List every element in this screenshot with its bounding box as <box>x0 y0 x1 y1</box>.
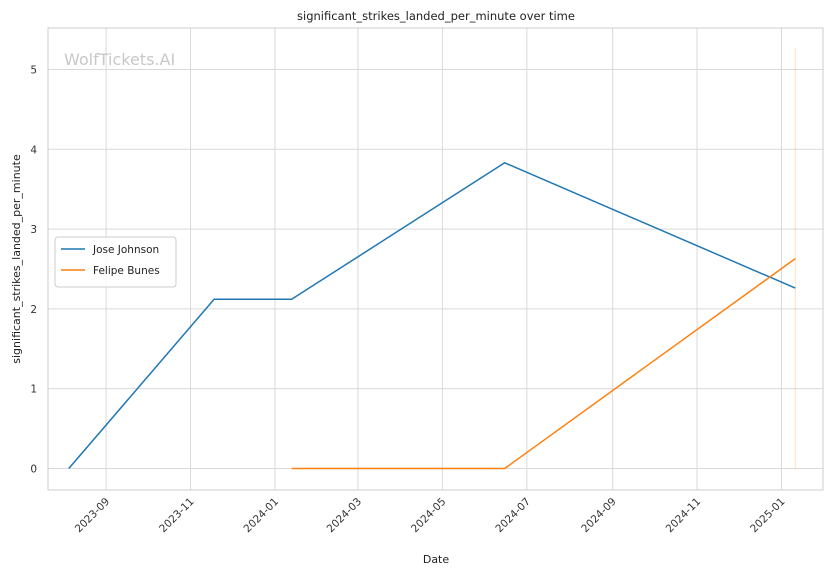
series-lines <box>68 162 796 470</box>
legend-label: Jose Johnson <box>92 244 159 256</box>
y-tick-label: 1 <box>30 384 37 396</box>
y-tick-label: 3 <box>30 224 37 236</box>
legend-label: Felipe Bunes <box>93 265 160 277</box>
plot-frame <box>47 27 824 491</box>
y-tick-label: 5 <box>30 64 37 76</box>
x-tick-label: 2024-11 <box>664 496 704 536</box>
plot-background <box>48 28 823 490</box>
y-tick-label: 0 <box>30 463 37 475</box>
y-tick-label: 2 <box>30 304 37 316</box>
x-tick-label: 2023-09 <box>73 496 113 536</box>
watermark: WolfTickets.AI <box>64 50 175 69</box>
y-tick-labels: 0 1 2 3 4 5 <box>30 64 37 475</box>
x-tick-label: 2024-01 <box>242 496 282 536</box>
y-tick-label: 4 <box>30 144 37 156</box>
x-tick-label: 2025-01 <box>748 496 788 536</box>
x-tick-label: 2024-09 <box>579 496 619 536</box>
series-line-jose-johnson <box>68 162 796 469</box>
x-tick-labels: 2023-09 2023-11 2024-01 2024-03 2024-05 2024-… <box>73 496 788 536</box>
series-line-felipe-bunes <box>291 257 796 470</box>
x-tick-label: 2023-11 <box>157 496 197 536</box>
legend: Jose Johnson Felipe Bunes <box>54 236 177 288</box>
chart-title: significant_strikes_landed_per_minute ov… <box>297 9 575 23</box>
y-axis-label: significant_strikes_landed_per_minute <box>10 154 23 364</box>
x-tick-label: 2024-05 <box>409 496 449 536</box>
x-tick-label: 2024-03 <box>325 496 365 536</box>
x-tick-label: 2024-07 <box>493 496 533 536</box>
legend-frame <box>54 236 177 288</box>
x-axis-label: Date <box>423 553 450 566</box>
